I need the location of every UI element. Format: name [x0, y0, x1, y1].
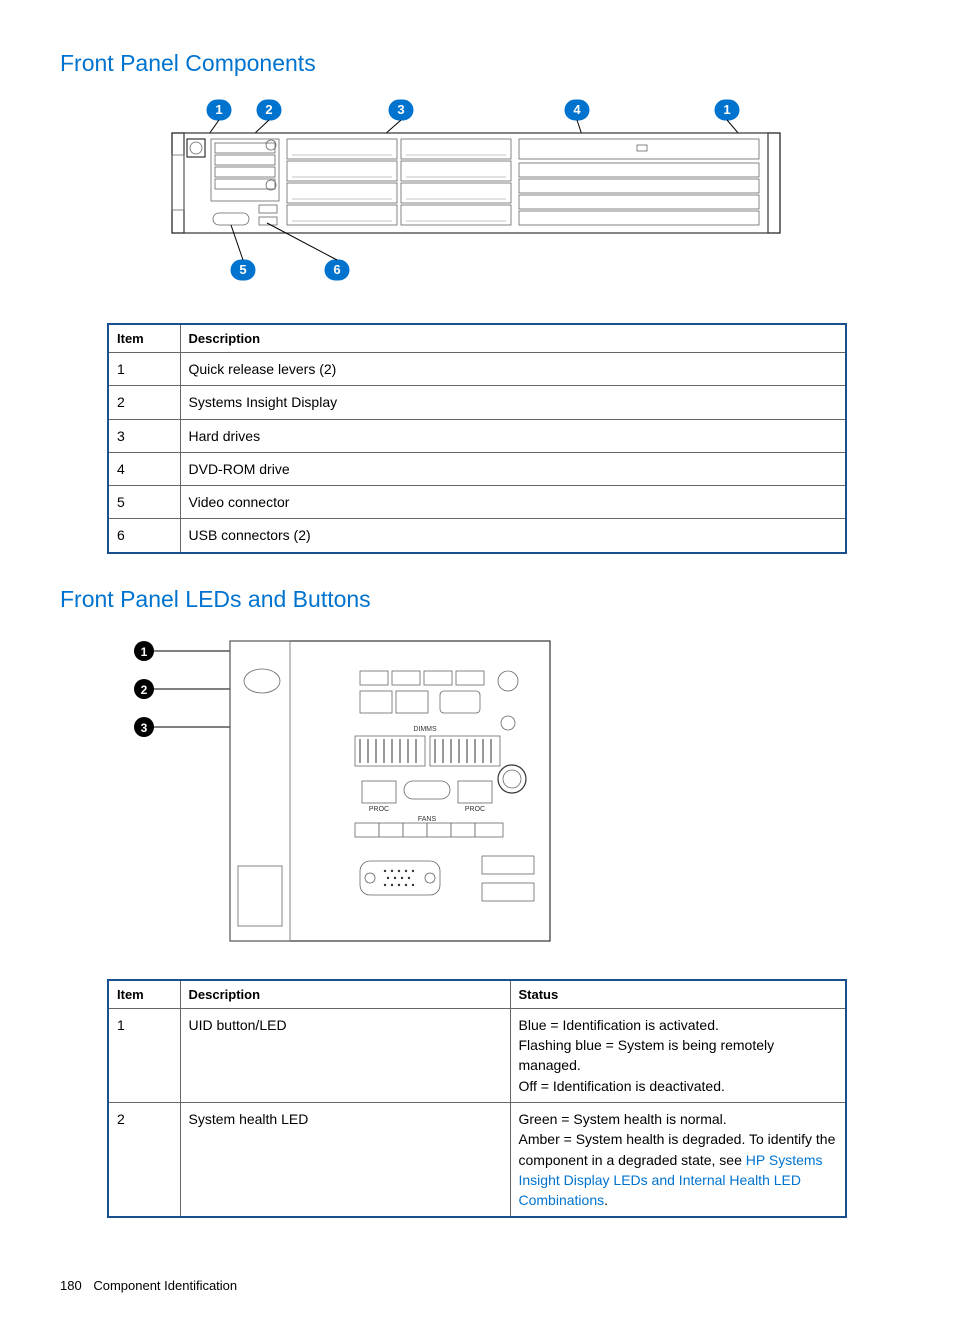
svg-text:PROC: PROC: [369, 806, 389, 813]
page-footer: 180 Component Identification: [60, 1278, 894, 1293]
callout-5: 5: [239, 262, 246, 277]
front-panel-leds-diagram: 1 2 3 DIMMS PRO: [60, 631, 894, 951]
table-row: 3Hard drives: [108, 419, 846, 452]
table-header-item: Item: [108, 980, 180, 1009]
callout-3: 3: [397, 102, 404, 117]
table-row: 2Systems Insight Display: [108, 386, 846, 419]
table-row: 2 System health LED Green = System healt…: [108, 1102, 846, 1217]
status-cell: Green = System health is normal. Amber =…: [510, 1102, 846, 1217]
table-header-description: Description: [180, 980, 510, 1009]
table-header-description: Description: [180, 324, 846, 353]
section-title-front-panel-components: Front Panel Components: [60, 50, 894, 77]
callout-4: 4: [573, 102, 581, 117]
led-callout-3: 3: [141, 721, 148, 735]
footer-label: Component Identification: [93, 1278, 237, 1293]
svg-text:PROC: PROC: [465, 806, 485, 813]
front-panel-leds-table: Item Description Status 1 UID button/LED…: [107, 979, 847, 1219]
table-row: 5Video connector: [108, 486, 846, 519]
svg-text:DIMMS: DIMMS: [413, 726, 437, 733]
svg-text:FANS: FANS: [418, 816, 437, 823]
table-row: 1 UID button/LED Blue = Identification i…: [108, 1008, 846, 1102]
status-cell: Blue = Identification is activated. Flas…: [510, 1008, 846, 1102]
table-row: 4DVD-ROM drive: [108, 452, 846, 485]
page-number: 180: [60, 1278, 82, 1293]
table-header-item: Item: [108, 324, 180, 353]
table-row: 1Quick release levers (2): [108, 353, 846, 386]
callout-1-top-a: 1: [215, 102, 222, 117]
front-panel-components-table: Item Description 1Quick release levers (…: [107, 323, 847, 554]
table-header-status: Status: [510, 980, 846, 1009]
led-callout-2: 2: [141, 683, 148, 697]
section-title-front-panel-leds: Front Panel LEDs and Buttons: [60, 586, 894, 613]
led-callout-1: 1: [141, 645, 148, 659]
callout-6: 6: [333, 262, 340, 277]
front-panel-diagram: 1 2 3 4 1: [60, 95, 894, 295]
callout-2: 2: [265, 102, 272, 117]
callout-1-top-b: 1: [723, 102, 730, 117]
table-row: 6USB connectors (2): [108, 519, 846, 553]
